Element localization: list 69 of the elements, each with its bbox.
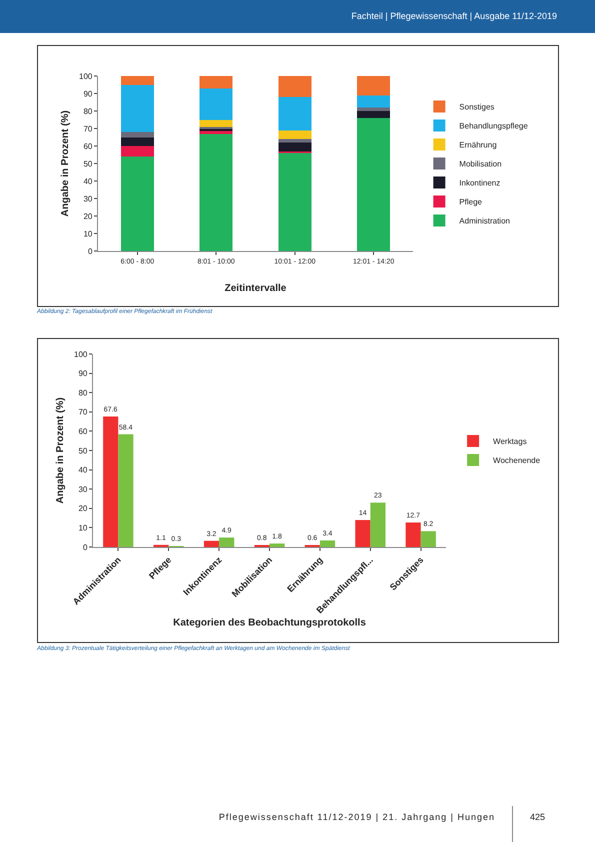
legend-label: Behandlungspflege [459, 122, 528, 131]
y-tick-label: 0 [88, 246, 93, 256]
bar [278, 139, 312, 142]
bar [406, 522, 421, 547]
bar [120, 156, 154, 251]
bar [278, 97, 312, 130]
bar [357, 111, 390, 118]
y-tick-label: 100 [74, 350, 88, 359]
bar [200, 88, 233, 120]
text: 425 [530, 812, 546, 822]
bar [420, 531, 436, 547]
y-tick-label: 20 [83, 212, 93, 221]
y-tick-label: 70 [78, 408, 88, 417]
bar [120, 137, 154, 146]
bar [200, 120, 233, 127]
y-axis-title: Angabe in Prozent (%) [55, 397, 66, 504]
bar [357, 76, 390, 96]
text: Fachteil | Pflegewissenschaft | Ausgabe 11/12-2019 [0, 0, 595, 33]
y-tick-label: 90 [78, 369, 88, 378]
y-tick-label: 50 [83, 159, 93, 168]
y-tick-label: 0 [82, 542, 88, 552]
bar [278, 76, 312, 97]
bar [370, 502, 386, 547]
bar [320, 540, 336, 547]
y-tick-label: 40 [78, 466, 88, 475]
legend-label: Sonstiges [459, 102, 494, 112]
bar [120, 76, 154, 85]
bar [120, 132, 154, 138]
bar [357, 118, 390, 251]
legend-label: Ernährung [459, 140, 497, 150]
bar [120, 146, 154, 156]
y-tick-label: 90 [83, 89, 93, 98]
bar [219, 538, 234, 547]
legend-label: Werktags [493, 437, 527, 446]
y-tick-label: 70 [83, 124, 93, 134]
y-tick-label: 60 [78, 427, 88, 436]
y-tick-label: 80 [83, 106, 93, 116]
y-tick-label: 40 [83, 176, 93, 186]
legend-label: Pflege [459, 198, 483, 207]
y-tick-label: 100 [79, 72, 93, 81]
y-tick-label: 10 [83, 229, 93, 238]
text: Pflegewissenschaft 11/12-2019 | 21. Jahrgang | Hungen [218, 812, 495, 822]
bar [278, 153, 312, 251]
bar [103, 416, 118, 547]
x-axis-title: Zeitintervalle [224, 283, 287, 294]
bar [120, 84, 154, 132]
y-tick-label: 30 [83, 194, 93, 204]
legend-label: Administration [459, 216, 510, 226]
x-axis-title: Kategorien des Beobachtungsprotokolls [173, 617, 366, 628]
bar [357, 108, 390, 111]
bar [200, 134, 233, 251]
bar [204, 540, 220, 547]
y-tick-label: 50 [78, 446, 88, 456]
y-tick-label: 20 [78, 504, 88, 514]
y-tick-label: 60 [83, 142, 93, 151]
legend-label: Mobilisation [459, 160, 502, 169]
y-tick-label: 80 [78, 388, 88, 398]
legend-label: Wochenende [493, 456, 541, 466]
bar [200, 76, 233, 88]
y-tick-label: 10 [78, 524, 88, 532]
bar [357, 95, 390, 108]
bar [355, 520, 370, 547]
y-tick-label: 30 [78, 484, 88, 494]
bar [118, 434, 134, 547]
bar [270, 544, 285, 547]
legend-label: Inkontinenz [459, 178, 500, 188]
y-axis-title: Angabe in Prozent (%) [60, 110, 71, 217]
bar [278, 142, 312, 152]
bar [278, 130, 312, 139]
